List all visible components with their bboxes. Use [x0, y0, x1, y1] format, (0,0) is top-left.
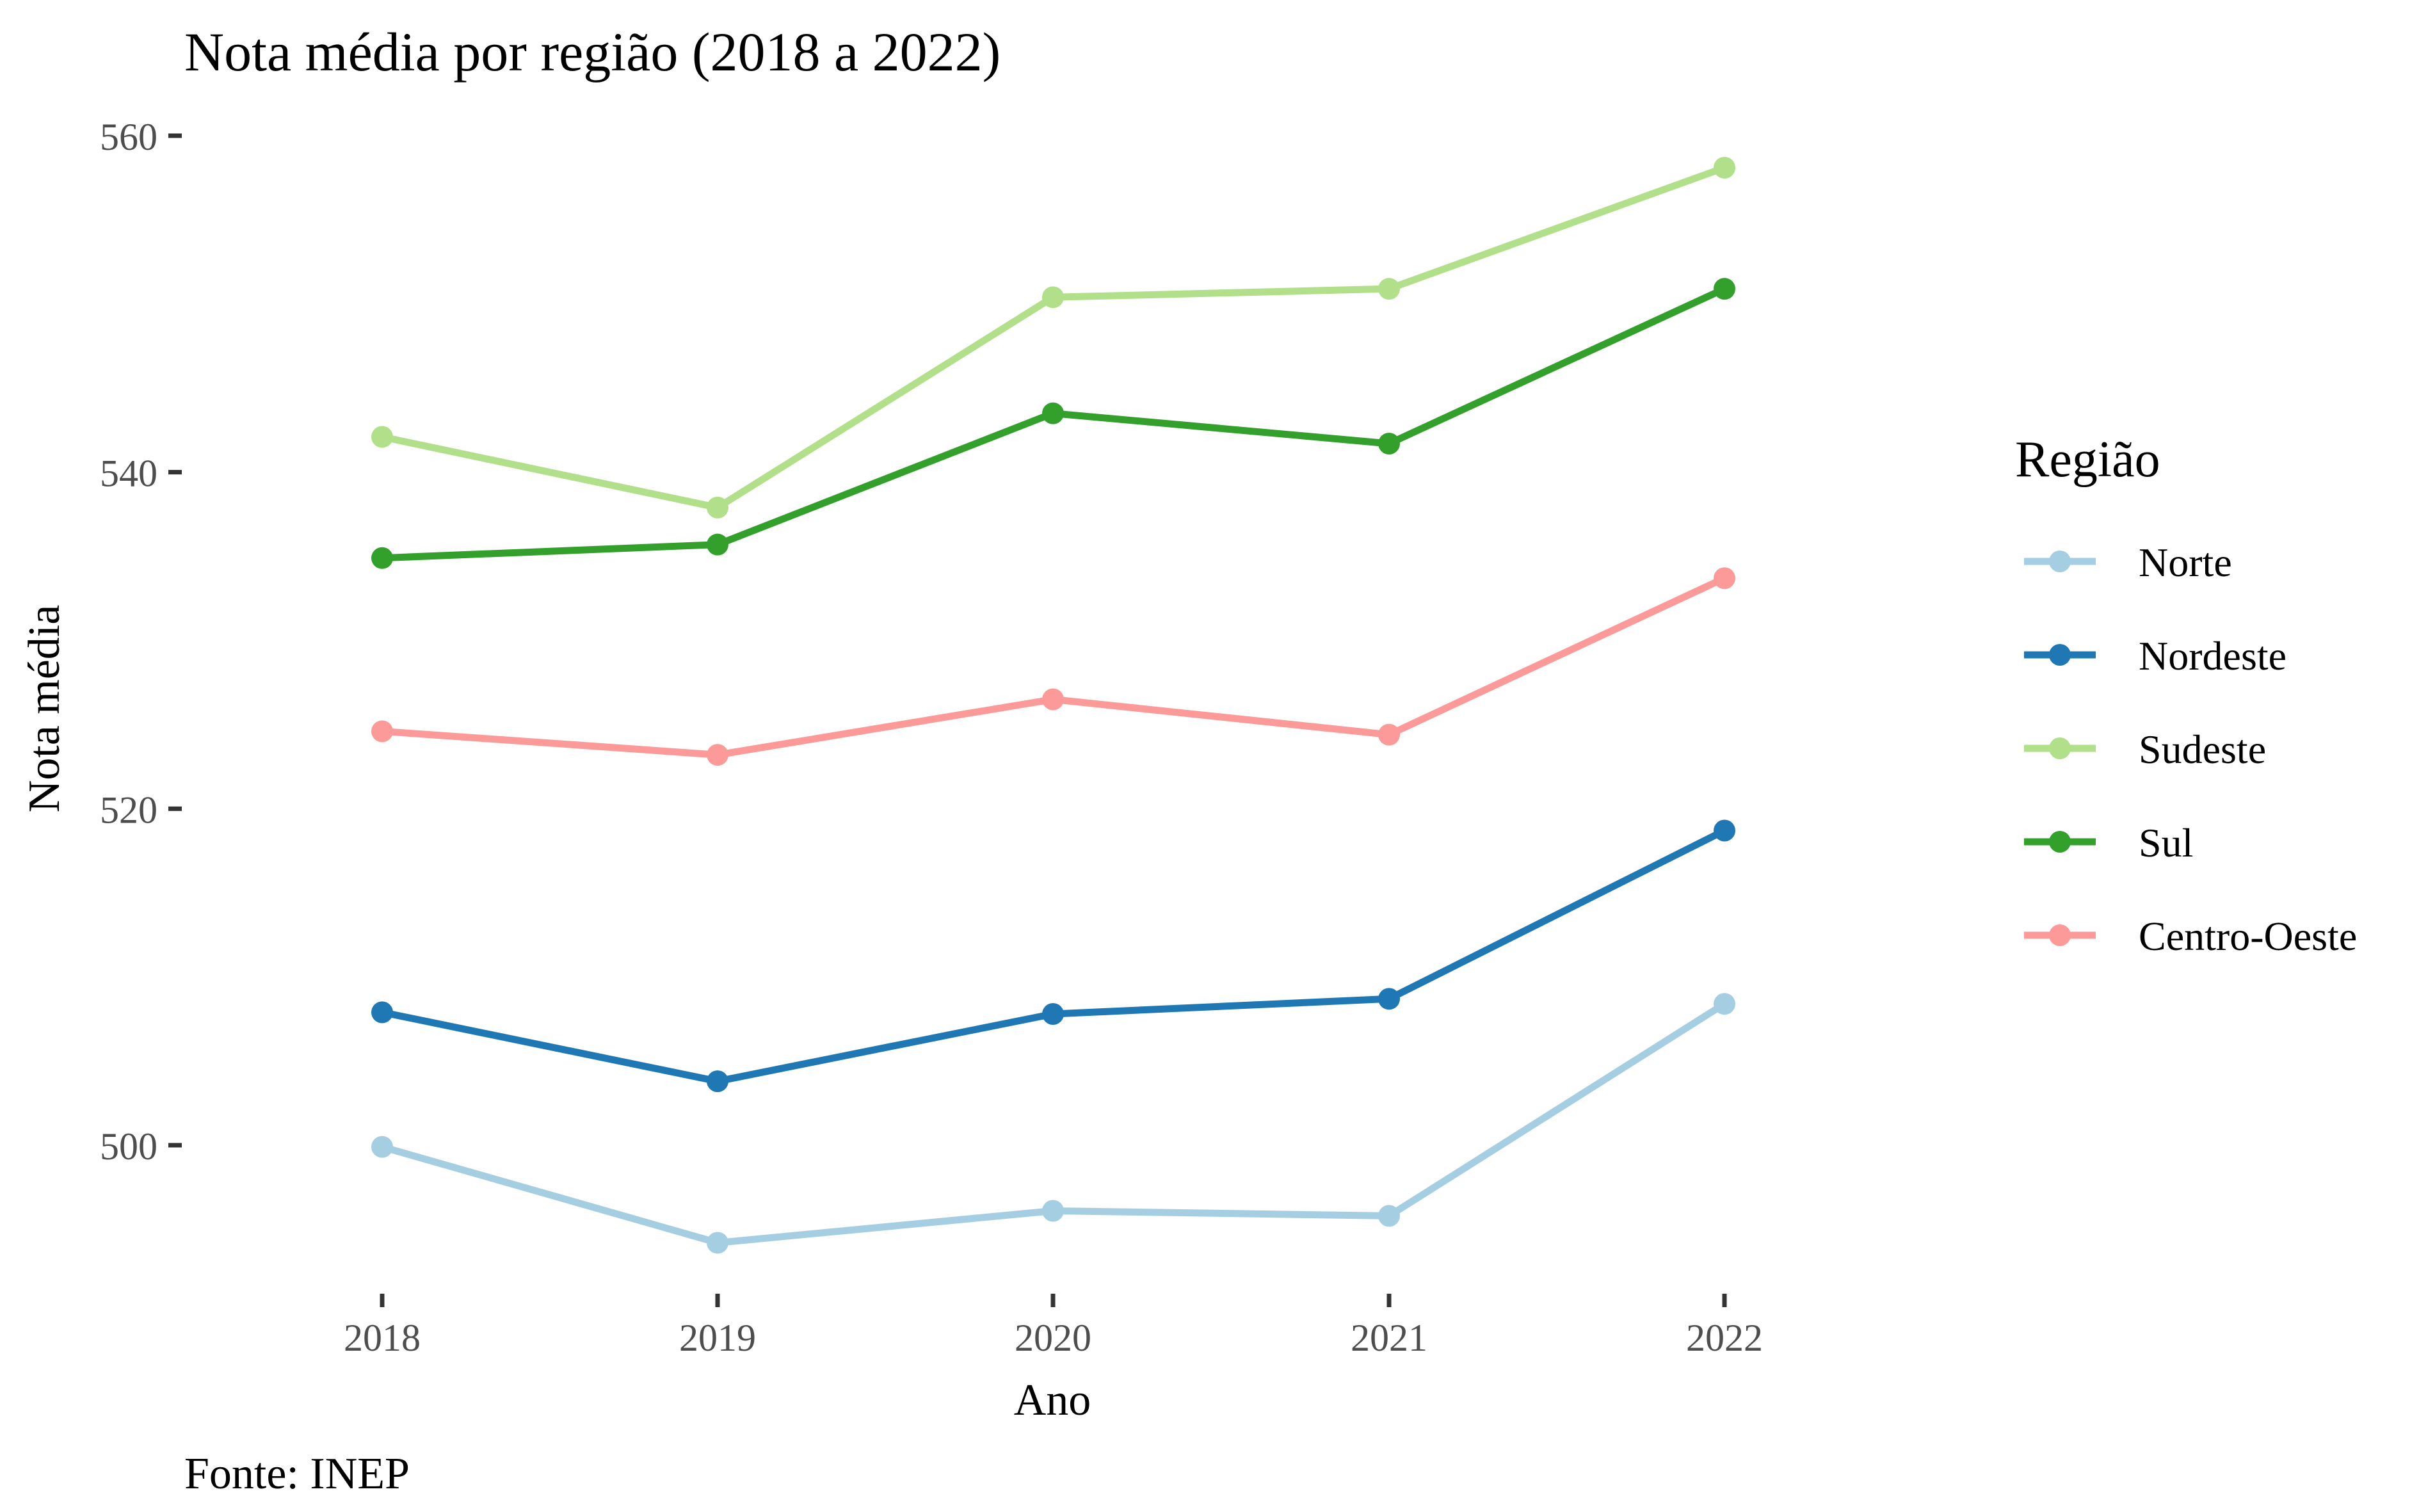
chart-title: Nota média por região (2018 a 2022) [184, 21, 1001, 83]
legend: Norte Nordeste Sudeste Sul Centro-Oeste [2024, 540, 2357, 959]
data-point-nordeste [1714, 819, 1735, 842]
data-point-sul [707, 533, 728, 556]
data-point-sul [371, 547, 393, 569]
legend-title: Região [2015, 431, 2160, 488]
data-point-sudeste [1378, 278, 1400, 300]
data-point-nordeste [1378, 988, 1400, 1010]
data-point-sudeste [707, 496, 728, 519]
x-axis-label: Ano [1014, 1376, 1091, 1425]
y-tick-label: 520 [100, 789, 157, 831]
data-point-centro-oeste [1714, 567, 1735, 590]
legend-label: Sul [2139, 820, 2193, 865]
data-point-norte [707, 1232, 728, 1254]
y-tick-label: 540 [100, 453, 157, 495]
legend-key-point [2049, 924, 2071, 946]
y-tick-label: 560 [100, 116, 157, 158]
data-point-norte [371, 1136, 393, 1158]
legend-label: Nordeste [2139, 633, 2286, 679]
series-line-nordeste [381, 827, 1726, 1085]
x-tick-label: 2019 [679, 1317, 756, 1359]
data-point-sul [1714, 278, 1735, 300]
data-point-norte [1042, 1200, 1064, 1222]
data-point-nordeste [371, 1001, 393, 1024]
data-point-sudeste [1042, 286, 1064, 309]
legend-key-point [2049, 551, 2071, 572]
legend-key-point [2049, 644, 2071, 666]
data-point-centro-oeste [371, 720, 393, 743]
x-tick-label: 2020 [1015, 1317, 1091, 1359]
legend-label: Centro-Oeste [2139, 913, 2357, 959]
caption: Fonte: INEP [184, 1449, 410, 1499]
data-point-sudeste [371, 426, 393, 448]
data-point-nordeste [707, 1070, 728, 1093]
data-point-centro-oeste [1378, 723, 1400, 746]
legend-key-point [2049, 831, 2071, 853]
legend-label: Norte [2139, 540, 2232, 585]
data-point-sudeste [1714, 156, 1735, 179]
legend-key-point [2049, 737, 2071, 759]
y-axis: 500 520 540 560 [100, 116, 182, 1168]
data-point-norte [1714, 993, 1735, 1015]
x-tick-label: 2021 [1351, 1317, 1427, 1359]
series-line-centro-oeste [382, 575, 1726, 759]
y-tick-label: 500 [100, 1125, 157, 1168]
data-point-norte [1378, 1205, 1400, 1227]
plot-series [371, 156, 1735, 1254]
x-tick-label: 2022 [1686, 1317, 1763, 1359]
data-point-sul [1378, 432, 1400, 454]
series-line-sudeste [381, 164, 1726, 511]
x-axis: 2018 2019 2020 2021 2022 [344, 1294, 1763, 1359]
legend-label: Sudeste [2139, 727, 2266, 772]
data-point-centro-oeste [707, 744, 728, 766]
data-point-nordeste [1042, 1002, 1064, 1025]
data-point-centro-oeste [1042, 688, 1064, 711]
data-point-sul [1042, 402, 1064, 424]
x-tick-label: 2018 [344, 1317, 421, 1359]
y-axis-label: Nota média [20, 605, 69, 813]
